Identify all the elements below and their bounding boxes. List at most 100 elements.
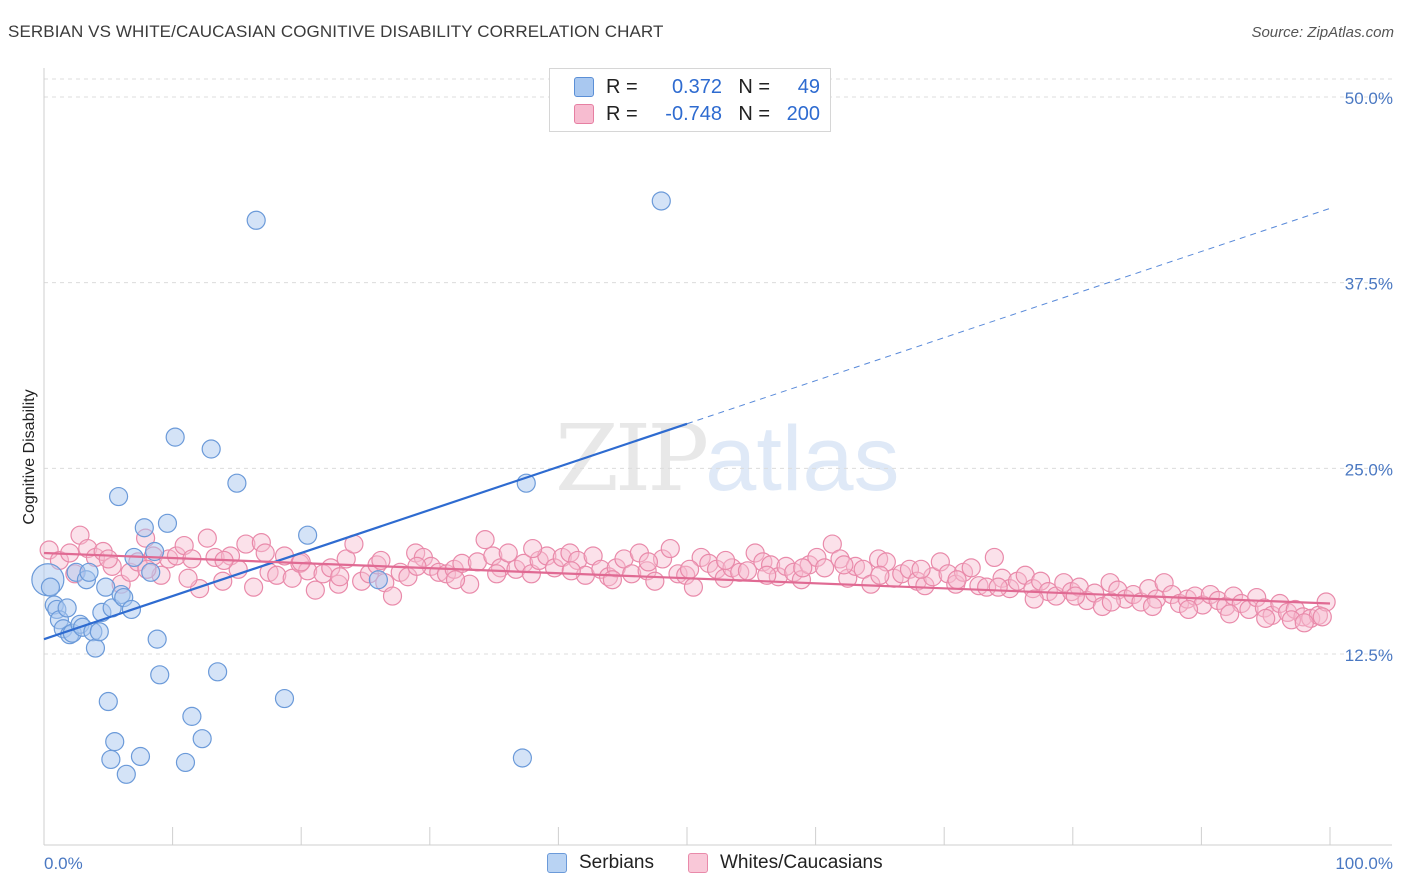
legend-n-value: 200 bbox=[786, 102, 820, 125]
data-point-white bbox=[691, 547, 711, 568]
data-point-serbian bbox=[298, 525, 318, 545]
axes bbox=[43, 68, 1392, 846]
y-tick-label: 37.5% bbox=[1345, 275, 1393, 294]
legend-label-whites: Whites/Caucasians bbox=[720, 852, 883, 873]
data-point-white bbox=[1101, 592, 1121, 612]
data-point-white bbox=[1220, 604, 1240, 624]
data-point-white bbox=[305, 580, 325, 600]
legend-swatch-serbians bbox=[574, 77, 594, 97]
data-point-serbian bbox=[85, 638, 106, 658]
data-point-white bbox=[870, 565, 890, 585]
data-point-white bbox=[1254, 598, 1275, 618]
data-point-serbian bbox=[116, 764, 136, 784]
data-point-white bbox=[1312, 607, 1332, 627]
data-point-white bbox=[784, 562, 804, 582]
data-point-serbian bbox=[105, 732, 125, 752]
trend-lines bbox=[43, 207, 1331, 641]
data-point-white bbox=[793, 558, 813, 578]
data-point-serbian bbox=[157, 513, 178, 533]
data-point-serbian bbox=[141, 562, 161, 582]
data-point-white bbox=[39, 540, 59, 560]
legend-item-whites[interactable]: Whites/Caucasians bbox=[688, 852, 883, 874]
data-point-serbian bbox=[208, 662, 228, 682]
correlation-legend: R = 0.372 N = 49 R = -0.748 N = 200 bbox=[549, 68, 831, 132]
data-point-white bbox=[371, 550, 391, 571]
legend-row-serbians: R = 0.372 N = 49 bbox=[574, 74, 820, 100]
legend-swatch-serbians bbox=[547, 853, 567, 873]
data-point-serbian bbox=[175, 752, 196, 773]
data-point-white bbox=[822, 534, 842, 554]
data-point-white bbox=[853, 559, 873, 579]
data-point-white bbox=[1247, 587, 1267, 608]
data-point-serbian bbox=[165, 427, 185, 447]
data-point-white bbox=[421, 556, 441, 576]
data-point-serbian bbox=[246, 210, 266, 230]
data-point-white bbox=[834, 555, 854, 575]
series-legend: Serbians Whites/Caucasians bbox=[0, 852, 1406, 878]
data-point-white bbox=[961, 558, 981, 578]
data-point-white bbox=[487, 564, 507, 584]
data-point-white bbox=[561, 561, 581, 581]
data-point-white bbox=[899, 559, 920, 579]
trend-line-whites bbox=[43, 551, 1331, 605]
data-point-white bbox=[336, 549, 356, 569]
data-point-white bbox=[815, 558, 835, 578]
data-point-white bbox=[869, 549, 889, 569]
data-point-white bbox=[1193, 595, 1213, 615]
source-label: Source: ZipAtlas.com bbox=[1251, 24, 1394, 41]
data-point-white bbox=[947, 570, 967, 590]
data-point-serbian bbox=[512, 748, 532, 768]
data-point-white bbox=[1100, 573, 1120, 593]
y-tick-label: 50.0% bbox=[1345, 89, 1393, 108]
data-point-white bbox=[178, 568, 198, 588]
data-point-white bbox=[645, 571, 665, 591]
data-point-serbian bbox=[101, 749, 121, 770]
data-point-white bbox=[807, 547, 827, 568]
data-point-white bbox=[1024, 589, 1044, 609]
data-point-serbian bbox=[108, 486, 129, 507]
data-point-serbian bbox=[147, 629, 167, 649]
data-point-white bbox=[930, 552, 950, 572]
y-tick-label: 25.0% bbox=[1345, 460, 1393, 479]
legend-r-value: 0.372 bbox=[671, 75, 722, 98]
legend-n-label: N = bbox=[738, 75, 770, 98]
data-point-white bbox=[622, 564, 642, 584]
watermark: ZIPatlas bbox=[555, 405, 900, 512]
data-point-white bbox=[1293, 607, 1313, 627]
data-point-serbian bbox=[40, 577, 61, 597]
y-axis-title: Cognitive Disability bbox=[21, 389, 38, 524]
x-tick-label-max: 100.0% bbox=[1335, 854, 1393, 873]
trend-line-serbians bbox=[43, 422, 688, 641]
legend-swatch-whites bbox=[688, 853, 708, 873]
data-point-white bbox=[757, 565, 777, 585]
data-point-white bbox=[197, 528, 217, 548]
legend-r-value: -0.748 bbox=[665, 102, 722, 125]
data-point-serbian bbox=[79, 562, 99, 582]
data-point-serbian bbox=[134, 518, 154, 538]
data-point-white bbox=[1142, 596, 1163, 617]
data-point-white bbox=[1031, 571, 1051, 591]
data-point-white bbox=[699, 553, 719, 573]
legend-n-value: 49 bbox=[797, 75, 820, 98]
legend-row-whites: R = -0.748 N = 200 bbox=[574, 101, 820, 127]
data-point-white bbox=[1154, 573, 1174, 593]
data-point-white bbox=[660, 538, 680, 559]
data-point-serbian bbox=[57, 598, 77, 618]
data-point-white bbox=[652, 549, 673, 569]
data-point-serbian bbox=[89, 622, 109, 642]
data-point-white bbox=[679, 559, 700, 579]
data-point-white bbox=[328, 574, 349, 594]
y-tick-label: 12.5% bbox=[1345, 646, 1393, 665]
data-point-white bbox=[1023, 579, 1043, 599]
data-point-white bbox=[483, 546, 503, 566]
data-point-white bbox=[236, 534, 256, 554]
data-point-white bbox=[638, 552, 659, 572]
legend-item-serbians[interactable]: Serbians bbox=[547, 852, 654, 874]
data-point-white bbox=[498, 543, 518, 563]
data-point-white bbox=[760, 555, 781, 575]
data-point-white bbox=[683, 577, 704, 597]
data-point-white bbox=[923, 567, 943, 587]
axis-labels: 12.5% 25.0% 37.5% 50.0% 0.0% 100.0% Cognitive … bbox=[21, 89, 1393, 873]
data-point-white bbox=[506, 559, 526, 579]
